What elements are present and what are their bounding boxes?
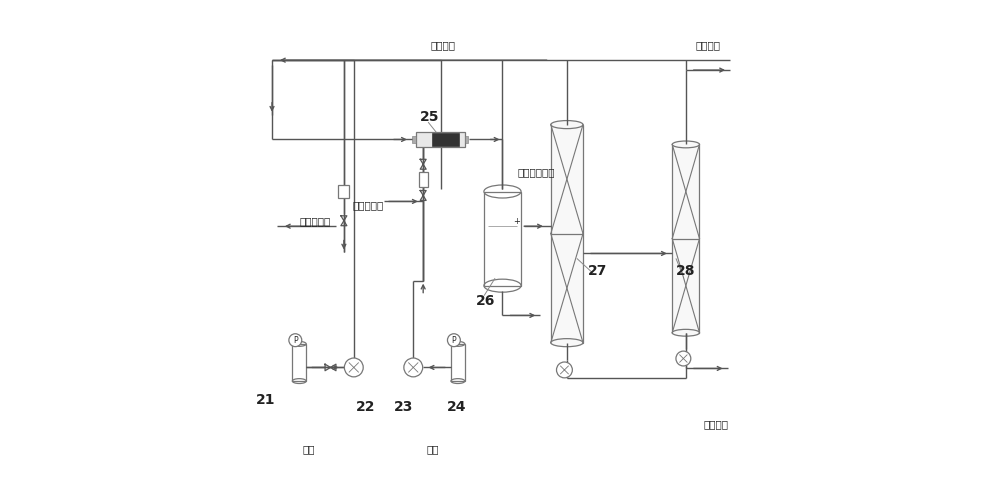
Ellipse shape (551, 121, 583, 129)
Text: 23: 23 (394, 400, 413, 414)
Circle shape (676, 351, 691, 366)
Bar (551, 125, 583, 342)
Bar (292, 344, 306, 381)
Text: 26: 26 (475, 294, 495, 308)
Text: 废催化剂排出: 废催化剂排出 (517, 166, 555, 176)
Ellipse shape (672, 330, 699, 336)
Ellipse shape (672, 141, 699, 148)
Circle shape (289, 334, 302, 346)
Text: 轻相: 轻相 (303, 444, 315, 454)
Text: 正构烷烃: 正构烷烃 (696, 40, 721, 50)
Text: P: P (293, 335, 298, 345)
Bar (416, 132, 465, 148)
Bar (465, 136, 468, 144)
Text: +: + (513, 217, 520, 226)
Text: P: P (452, 335, 456, 345)
Text: 25: 25 (419, 110, 439, 124)
Ellipse shape (551, 338, 583, 347)
Bar (412, 136, 416, 144)
Bar (338, 184, 349, 198)
Text: 循环烷烃: 循环烷烃 (431, 40, 456, 50)
Text: 22: 22 (355, 400, 375, 414)
Text: 补充催化剂: 补充催化剂 (352, 200, 384, 210)
Bar (432, 133, 459, 147)
Text: 27: 27 (588, 264, 607, 278)
Bar (484, 191, 521, 286)
Circle shape (556, 362, 572, 378)
Text: 补充低碳烃: 补充低碳烃 (299, 216, 331, 226)
Circle shape (344, 358, 363, 377)
Text: 24: 24 (447, 400, 467, 414)
Circle shape (447, 334, 460, 346)
Bar (672, 145, 699, 333)
Bar (419, 171, 428, 186)
Text: 28: 28 (676, 264, 696, 278)
Bar (451, 344, 465, 381)
Text: 重相: 重相 (427, 444, 439, 454)
Circle shape (404, 358, 423, 377)
Text: 21: 21 (256, 393, 276, 407)
Text: 烷基化油: 烷基化油 (703, 419, 728, 429)
